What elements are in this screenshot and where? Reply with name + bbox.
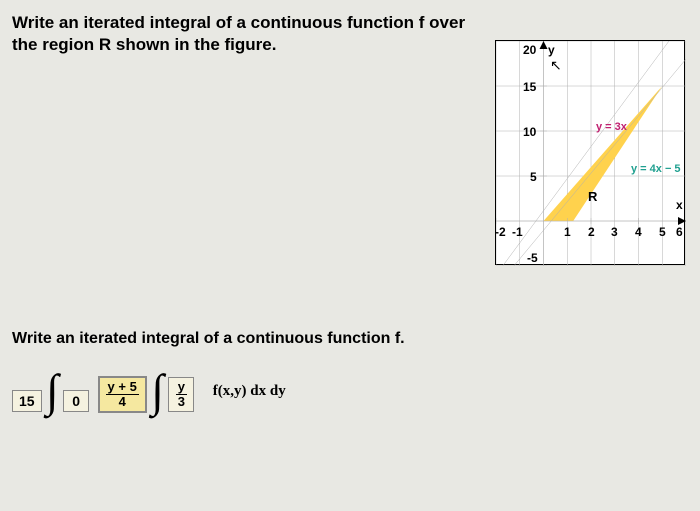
x-arrow [678, 217, 686, 225]
ytick-n5: -5 [527, 251, 538, 265]
region-chart: y x 20 15 10 5 -5 -2 -1 1 2 3 4 5 6 y = … [495, 40, 685, 265]
second-prompt: Write an iterated integral of a continuo… [12, 330, 405, 348]
inner-lower-input[interactable]: y3 [168, 377, 194, 413]
inner-upper-input[interactable]: y + 54 [98, 376, 147, 414]
inner-integral-icon: ∫ [151, 368, 164, 414]
region-label: R [588, 189, 597, 204]
xtick-5: 5 [659, 225, 666, 239]
xtick-4: 4 [635, 225, 642, 239]
x-axis-label: x [676, 198, 683, 212]
xtick-n1: -1 [512, 225, 523, 239]
y-arrow [540, 41, 548, 49]
outer-lower-input[interactable]: 0 [63, 390, 89, 412]
eq-y4x5-label: y = 4x − 5 [631, 163, 681, 175]
integrand-text: f(x,y) dx dy [213, 383, 286, 399]
xtick-1: 1 [564, 225, 571, 239]
problem-prompt: Write an iterated integral of a continuo… [12, 12, 482, 56]
xtick-n2: -2 [495, 225, 506, 239]
eq-y3x-label: y = 3x [596, 121, 627, 133]
xtick-3: 3 [611, 225, 618, 239]
outer-integral-icon: ∫ [46, 368, 59, 414]
region-fill [544, 86, 663, 221]
y-axis-label: y [548, 43, 555, 57]
cursor-icon: ↖ [550, 57, 562, 74]
xtick-2: 2 [588, 225, 595, 239]
ytick-15: 15 [523, 80, 536, 94]
integral-expression: 15 ∫ 0 y + 54 ∫ y3 f(x,y) dx dy [12, 368, 286, 414]
ytick-10: 10 [523, 125, 536, 139]
ytick-20: 20 [523, 43, 536, 57]
outer-upper-input[interactable]: 15 [12, 390, 42, 412]
ytick-5: 5 [530, 170, 537, 184]
xtick-6: 6 [676, 225, 683, 239]
